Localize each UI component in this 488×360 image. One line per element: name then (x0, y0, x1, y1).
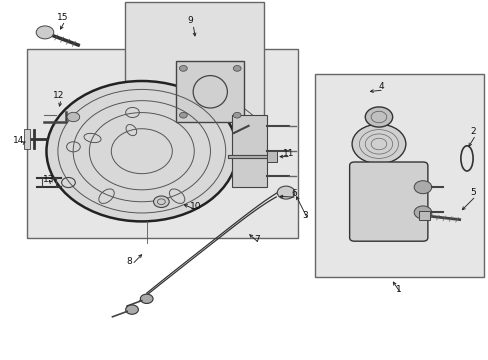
Text: 4: 4 (378, 82, 384, 91)
Circle shape (277, 186, 294, 199)
Circle shape (413, 206, 431, 219)
Bar (124, 2, 264, 135)
Circle shape (413, 181, 431, 194)
Circle shape (233, 66, 241, 71)
Circle shape (233, 112, 241, 118)
Text: 11: 11 (282, 148, 294, 158)
Text: 7: 7 (253, 235, 259, 244)
Circle shape (36, 26, 54, 39)
Text: 1: 1 (395, 285, 401, 294)
Text: 13: 13 (43, 175, 55, 184)
Bar (266, 151, 277, 162)
Circle shape (179, 66, 187, 71)
FancyBboxPatch shape (418, 211, 429, 220)
Circle shape (140, 294, 153, 303)
Text: 12: 12 (53, 91, 64, 100)
Circle shape (365, 107, 392, 127)
Circle shape (351, 124, 405, 164)
Circle shape (125, 305, 138, 314)
Circle shape (46, 81, 237, 221)
Bar (232, 115, 266, 187)
Text: 6: 6 (291, 189, 297, 198)
Text: 14: 14 (13, 136, 24, 145)
Circle shape (153, 196, 169, 207)
Bar (24, 129, 30, 149)
Circle shape (179, 112, 187, 118)
Bar (27, 49, 298, 238)
Text: 2: 2 (469, 127, 475, 136)
Text: 3: 3 (302, 211, 308, 220)
Text: 9: 9 (187, 16, 193, 25)
Text: 15: 15 (57, 13, 68, 22)
Bar (176, 61, 244, 122)
Text: 8: 8 (126, 256, 132, 266)
Bar (315, 74, 483, 277)
Text: 5: 5 (469, 188, 475, 197)
Text: 10: 10 (189, 202, 201, 211)
FancyBboxPatch shape (349, 162, 427, 241)
Circle shape (67, 112, 80, 122)
